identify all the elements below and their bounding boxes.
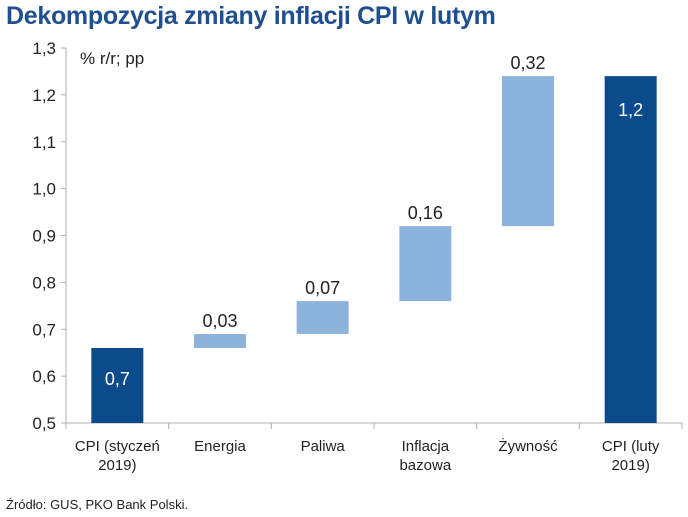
y-tick-label: 0,6	[32, 367, 56, 386]
bar-data-label: 0,16	[408, 203, 443, 223]
delta-bar	[296, 301, 349, 334]
x-category-label-line: Inflacja	[402, 438, 450, 455]
x-category-label: Paliwa	[301, 438, 346, 455]
x-category-label-line: 2019)	[98, 457, 136, 474]
x-category-label-line: CPI (styczeń	[75, 438, 160, 455]
y-tick-label: 1,1	[32, 133, 56, 152]
x-category-label-line: CPI (luty	[602, 438, 660, 455]
x-category-label: CPI (styczeń 2019)	[75, 438, 160, 474]
delta-bar	[502, 76, 554, 227]
bar-data-label: 0,7	[105, 369, 130, 389]
x-category-label: Energia	[194, 438, 246, 455]
delta-bar	[399, 226, 452, 302]
total-bar	[604, 76, 657, 423]
bar-data-label: 1,2	[618, 100, 643, 120]
y-tick-label: 1,2	[32, 86, 56, 105]
bar-data-label: 0,03	[202, 311, 237, 331]
chart-title: Dekompozycja zmiany inflacji CPI w lutym	[6, 2, 496, 30]
y-tick-label: 0,8	[32, 273, 56, 292]
x-category-label: CPI (luty 2019)	[602, 438, 660, 474]
x-category-label: Inflacja bazowa	[399, 438, 451, 474]
unit-label: % r/r; pp	[80, 49, 144, 68]
total-bar	[91, 348, 144, 423]
y-tick-label: 1,0	[32, 180, 56, 199]
delta-bar	[194, 333, 246, 348]
bars	[91, 76, 657, 423]
bar-data-label: 0,07	[305, 278, 340, 298]
x-category-label-line: Paliwa	[301, 438, 346, 455]
y-tick-label: 0,7	[32, 320, 56, 339]
axes: 0,5 0,6 0,7 0,8 0,9 1,0 1,1 1,2 1,3	[32, 39, 683, 433]
y-tick-label: 0,9	[32, 227, 56, 246]
y-tick-label: 1,3	[32, 39, 56, 58]
x-category-label-line: bazowa	[399, 457, 451, 474]
x-category-label-line: Żywność	[498, 437, 558, 455]
y-tick-label: 0,5	[32, 414, 56, 433]
x-category-label-line: 2019)	[611, 457, 649, 474]
x-category-label-line: Energia	[194, 438, 246, 455]
x-category-label: Żywność	[498, 437, 558, 455]
source-note: Źródło: GUS, PKO Bank Polski.	[6, 497, 189, 512]
bar-data-label: 0,32	[510, 53, 545, 73]
labels: CPI (styczeń 2019) Energia Paliwa Inflacja ba…	[75, 53, 660, 474]
